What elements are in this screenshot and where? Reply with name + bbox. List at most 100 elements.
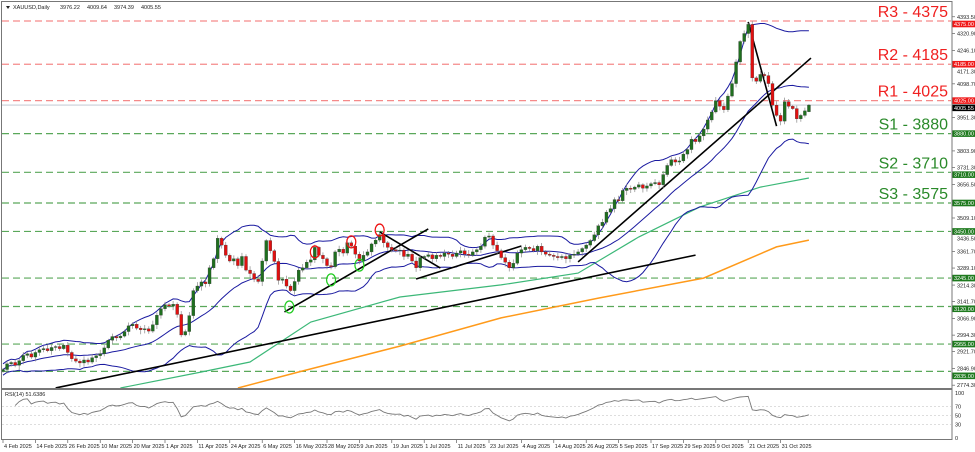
date-tick-label: 11 Jul 2025 — [458, 444, 486, 450]
date-tick-label: 29 Sep 2025 — [684, 444, 715, 450]
price-tick-label: 3361.70 — [957, 250, 975, 256]
candle-bullish — [519, 249, 524, 254]
candle-bearish — [13, 362, 17, 366]
rsi-line — [14, 395, 810, 422]
trendline — [415, 245, 522, 280]
level-tag-bg — [952, 199, 975, 207]
candle-bullish — [406, 254, 410, 257]
candle-bullish — [608, 208, 613, 213]
candle-bearish — [276, 261, 281, 281]
level-tag: 4025.00 — [954, 99, 974, 105]
candle-bullish — [155, 315, 159, 325]
price-tick-label: 4171.30 — [957, 69, 975, 75]
candle-bullish — [685, 149, 690, 155]
candle-bearish — [256, 279, 260, 282]
candle-bullish — [240, 256, 244, 266]
candle-bearish — [272, 250, 277, 262]
candle-bullish — [195, 285, 200, 291]
candle-bullish — [487, 235, 491, 238]
candle-bullish — [612, 199, 617, 209]
candle-bearish — [778, 115, 783, 122]
triangle-down-icon[interactable] — [6, 6, 10, 9]
candle-bearish — [86, 359, 90, 363]
candle-bullish — [560, 256, 564, 258]
candle-bullish — [418, 257, 422, 268]
candle-bullish — [511, 263, 515, 268]
candle-bullish — [442, 252, 447, 257]
candle-bearish — [349, 242, 353, 247]
level-tag: 3120.00 — [954, 307, 974, 313]
date-tick-label: 23 Jul 2025 — [490, 444, 518, 450]
header-symbol: XAUUSD,Daily — [13, 5, 50, 11]
candle-bearish — [236, 258, 240, 266]
candle-bullish — [5, 363, 9, 370]
candle-bullish — [21, 355, 25, 361]
rsi-pane-frame — [1, 389, 953, 440]
candle-bullish — [633, 186, 637, 190]
candle-bullish — [637, 184, 641, 188]
candle-bullish — [377, 234, 382, 241]
candle-bearish — [353, 246, 358, 255]
sma-orange-line — [237, 239, 810, 389]
candle-bearish — [134, 324, 139, 329]
candle-bullish — [681, 153, 686, 162]
price-tick-label: 4246.10 — [957, 48, 975, 54]
price-tick-label: 3066.90 — [957, 317, 975, 323]
level-label-3710: S2 - 3710 — [879, 155, 948, 172]
date-tick-label: 24 Apr 2025 — [231, 444, 261, 450]
price-tick-label: 3436.50 — [957, 237, 975, 243]
header-high: 4009.64 — [87, 5, 107, 11]
rsi-tick-label: 100 — [955, 391, 964, 397]
header-close: 4005.55 — [141, 5, 161, 11]
candle-bearish — [179, 314, 183, 336]
rsi-tick-label: 30 — [955, 423, 961, 429]
annotations-layer — [284, 223, 385, 314]
candle-bearish — [499, 250, 503, 258]
candle-bullish — [296, 269, 301, 282]
candle-bearish — [394, 249, 398, 251]
candle-bearish — [329, 265, 333, 267]
level-tag-bg — [952, 60, 975, 68]
time-axis[interactable]: 4 Feb 2025 14 Feb 2025 26 Feb 2025 10 Mar 2… — [2, 440, 812, 450]
date-tick-label: 9 Oct 2025 — [717, 444, 744, 450]
support-touch-circle — [325, 273, 337, 287]
level-tag: 3450.00 — [954, 229, 974, 235]
trendline — [55, 254, 696, 389]
level-tag-bg — [952, 372, 975, 380]
candle-bearish — [402, 249, 406, 257]
candle-bearish — [390, 247, 394, 250]
candle-bullish — [697, 135, 702, 142]
level-tag-bg — [952, 228, 975, 235]
candle-bearish — [495, 244, 499, 251]
candle-bullish — [292, 281, 297, 291]
candle-bullish — [475, 249, 479, 253]
candle-bearish — [224, 244, 228, 256]
level-label-3880: S1 - 3880 — [879, 117, 948, 134]
candle-bearish — [357, 254, 362, 262]
candle-bullish — [714, 100, 718, 113]
candle-bearish — [321, 255, 325, 259]
rsi-tick-label: 70 — [955, 405, 961, 411]
candle-bullish — [98, 353, 102, 356]
candle-bullish — [738, 41, 742, 63]
candles-layer — [1, 21, 811, 374]
price-tick-label: 3289.10 — [957, 266, 975, 272]
candle-bullish — [535, 246, 540, 251]
candle-bullish — [746, 24, 750, 34]
candle-bullish — [426, 254, 430, 257]
candle-bearish — [248, 269, 252, 274]
candle-bearish — [616, 199, 621, 201]
candle-bullish — [702, 128, 706, 137]
level-tag-bg — [952, 171, 975, 178]
candle-bearish — [438, 255, 443, 257]
candle-bearish — [770, 83, 775, 106]
level-tag-bg — [952, 20, 975, 28]
price-tick-label: 4393.50 — [957, 15, 975, 21]
candle-bearish — [556, 256, 560, 258]
candle-bullish — [54, 346, 58, 348]
candle-bearish — [203, 281, 208, 284]
candle-bullish — [159, 308, 163, 316]
